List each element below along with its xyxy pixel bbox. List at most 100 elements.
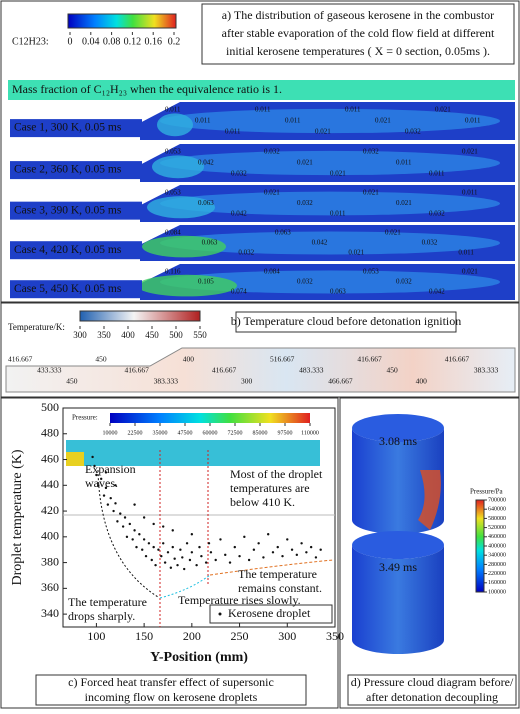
colorbar-tick-label: 110000 bbox=[301, 430, 319, 436]
contour-label: 0.042 bbox=[231, 210, 247, 218]
contour-label: 0.042 bbox=[312, 239, 328, 247]
droplet bbox=[133, 529, 136, 532]
flow-core bbox=[147, 196, 215, 219]
droplet bbox=[209, 551, 213, 554]
contour-label: 400 bbox=[416, 377, 428, 386]
droplet bbox=[300, 542, 303, 545]
plot-frame bbox=[62, 407, 336, 628]
droplet bbox=[238, 554, 241, 558]
contour-label: 0.011 bbox=[330, 210, 346, 218]
contour-label: 0.011 bbox=[165, 106, 181, 114]
x-tick-label: 100 bbox=[87, 629, 105, 643]
caption: b) Temperature cloud before detonation i… bbox=[231, 314, 462, 328]
colorbar-tick-label: 0.08 bbox=[103, 36, 121, 47]
panel-a-frame bbox=[0, 0, 520, 303]
contour-label: 483.333 bbox=[299, 366, 324, 375]
colorbar-tick-label: 47500 bbox=[178, 430, 193, 436]
droplet bbox=[152, 522, 155, 526]
contour-label: 416.667 bbox=[445, 355, 470, 364]
droplet bbox=[295, 553, 299, 557]
colorbar-label: Pressure: bbox=[72, 414, 98, 422]
droplet bbox=[252, 548, 256, 551]
droplet bbox=[162, 542, 165, 545]
x-tick-label: 350 bbox=[326, 629, 344, 643]
colorbar-label: C12H23: bbox=[12, 36, 49, 47]
colorbar-tick-label: 220000 bbox=[488, 571, 506, 577]
y-tick-label: 380 bbox=[41, 554, 59, 568]
contour-label: 0.021 bbox=[363, 189, 379, 197]
contour-label: 0.032 bbox=[429, 210, 445, 218]
droplet bbox=[114, 502, 117, 505]
droplet bbox=[160, 554, 163, 558]
colorbar-tick-label: 580000 bbox=[488, 516, 506, 522]
colorbar-tick-label: 450 bbox=[145, 330, 159, 340]
legend-label: Kerosene droplet bbox=[228, 606, 311, 620]
annotation: temperatures are bbox=[230, 481, 310, 495]
caption: initial kerosene temperatures ( X = 0 se… bbox=[226, 44, 490, 58]
contour-label: 0.032 bbox=[422, 239, 438, 247]
contour-label: 0.011 bbox=[462, 189, 478, 197]
droplet bbox=[198, 545, 201, 549]
caption: a) The distribution of gaseous kerosene … bbox=[222, 8, 494, 22]
droplet bbox=[133, 503, 136, 506]
case-label-box bbox=[10, 241, 142, 260]
droplet bbox=[131, 538, 134, 541]
droplet bbox=[150, 558, 153, 562]
droplet bbox=[266, 533, 270, 536]
case-label: Case 2, 360 K, 0.05 ms bbox=[14, 164, 122, 176]
contour-label: 0.053 bbox=[165, 189, 181, 197]
droplet bbox=[183, 567, 186, 571]
droplet bbox=[109, 496, 112, 500]
contour-label: 416.667 bbox=[8, 355, 33, 364]
x-tick-label: 250 bbox=[231, 629, 249, 643]
contour-label: 0.011 bbox=[396, 159, 412, 167]
droplet bbox=[116, 520, 119, 523]
y-tick-label: 440 bbox=[41, 477, 59, 491]
droplet bbox=[171, 529, 174, 532]
droplet bbox=[190, 551, 194, 554]
colorbar-tick-label: 85000 bbox=[253, 430, 268, 436]
contour-label: 0.021 bbox=[315, 128, 331, 136]
droplet bbox=[123, 516, 127, 519]
colorbar-tick-label: 400000 bbox=[488, 543, 506, 549]
contour-label: 0.032 bbox=[363, 148, 379, 156]
contour-label: 450 bbox=[95, 355, 107, 364]
contour-label: 0.021 bbox=[375, 117, 391, 125]
case-label-box bbox=[10, 201, 142, 220]
droplet bbox=[144, 554, 148, 558]
y-tick-label: 360 bbox=[41, 580, 59, 594]
flow-core bbox=[152, 155, 204, 179]
droplet bbox=[91, 455, 94, 459]
panel-b-frame bbox=[0, 302, 520, 398]
contour-label: 300 bbox=[241, 377, 253, 386]
cylinder bbox=[352, 545, 444, 654]
flow-core bbox=[137, 274, 237, 297]
case-label: Case 4, 420 K, 0.05 ms bbox=[14, 244, 122, 256]
annotation: Expansion bbox=[85, 462, 136, 476]
colorbar-tick-label: 400 bbox=[121, 330, 135, 340]
detonation-front bbox=[418, 470, 441, 530]
colorbar-tick-label: 72500 bbox=[228, 430, 243, 436]
colorbar-tick-label: 640000 bbox=[488, 507, 506, 513]
droplet bbox=[166, 551, 170, 554]
contour-label: 0.053 bbox=[165, 148, 181, 156]
droplet bbox=[214, 558, 217, 562]
droplet bbox=[99, 477, 103, 481]
droplet bbox=[281, 554, 284, 558]
cylinder bbox=[352, 428, 444, 534]
contour-label: 416.667 bbox=[357, 355, 382, 364]
caption: c) Forced heat transfer effect of supers… bbox=[68, 675, 274, 689]
droplet bbox=[142, 538, 146, 541]
caption: d) Pressure cloud diagram before/ bbox=[351, 675, 514, 689]
droplet bbox=[247, 558, 251, 562]
contour-label: 0.032 bbox=[396, 278, 412, 286]
droplet bbox=[121, 525, 125, 528]
droplet bbox=[179, 548, 182, 551]
droplet bbox=[135, 545, 138, 549]
droplet bbox=[219, 538, 222, 541]
droplet bbox=[104, 471, 108, 474]
contour-label: 0.032 bbox=[238, 249, 254, 257]
colorbar-tick-label: 460000 bbox=[488, 534, 506, 540]
droplet bbox=[154, 563, 157, 567]
droplet bbox=[163, 561, 167, 564]
